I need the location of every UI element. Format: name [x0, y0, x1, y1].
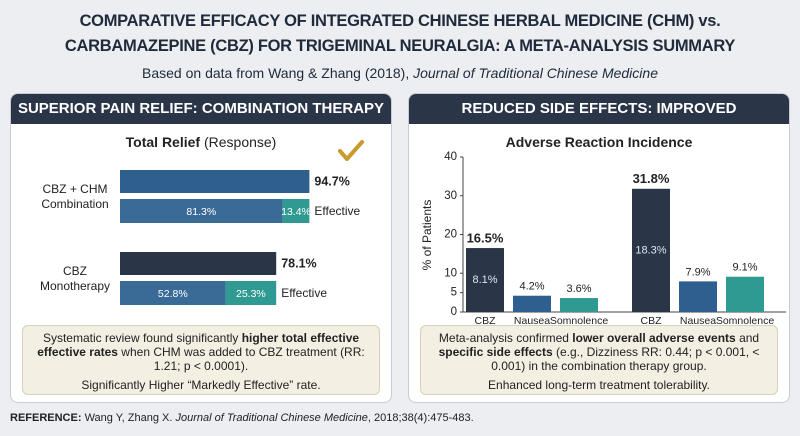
- panel: REDUCED SIDE EFFECTS: IMPROVED TOLERABIL…: [408, 93, 790, 403]
- text-run: Wang Y, Zhang X.: [81, 412, 176, 424]
- text-run: Systematic review found significantly: [42, 331, 242, 345]
- panel: SUPERIOR PAIN RELIEF: COMBINATION THERAP…: [10, 93, 392, 403]
- note-footer: Significantly Higher “Markedly Effective…: [81, 378, 321, 392]
- category-label: CBZ + CHM Combination: [41, 182, 109, 211]
- text-run: (e.g., Dizziness RR: 0.44; p < 0.001, < …: [491, 345, 760, 373]
- text-run: Journal of Traditional Chinese Medicine: [175, 412, 368, 424]
- text-run: lower overall adverse events: [572, 331, 736, 345]
- reference: REFERENCE: Wang Y, Zhang X. Journal of T…: [10, 412, 474, 424]
- category-label: CBZ Monotherapy: [39, 264, 111, 293]
- text-run: Meta-analysis confirmed: [438, 331, 573, 345]
- text-run: and: [735, 331, 760, 345]
- text-run: , 2018;38(4):475-483.: [367, 412, 474, 424]
- subtitle: Based on data from Wang & Zhang (2018), …: [0, 65, 800, 81]
- note-footer: Enhanced long-term treatment tolerabilit…: [488, 378, 710, 392]
- text-run: REFERENCE:: [10, 412, 82, 424]
- text-run: Based on data from Wang & Zhang (2018),: [142, 65, 414, 81]
- note-box: Systematic review found significantly hi…: [22, 325, 380, 395]
- text-run: higher total effective effective rates: [37, 331, 360, 359]
- text-run: specific side effects: [438, 345, 553, 359]
- text-run: when CHM was added to CBZ treatment (RR:…: [117, 345, 365, 373]
- page-title: COMPARATIVE EFFICACY OF INTEGRATED CHINE…: [64, 12, 736, 55]
- note-text: Meta-analysis confirmed lower overall ad…: [429, 331, 769, 373]
- note-text: Systematic review found significantly hi…: [31, 331, 371, 373]
- panel-title: SUPERIOR PAIN RELIEF: COMBINATION THERAP…: [11, 94, 391, 124]
- note-box: Meta-analysis confirmed lower overall ad…: [420, 325, 778, 395]
- panel-title: REDUCED SIDE EFFECTS: IMPROVED TOLERABIL…: [409, 94, 789, 147]
- text-run: Journal of Traditional Chinese Medicine: [413, 65, 658, 81]
